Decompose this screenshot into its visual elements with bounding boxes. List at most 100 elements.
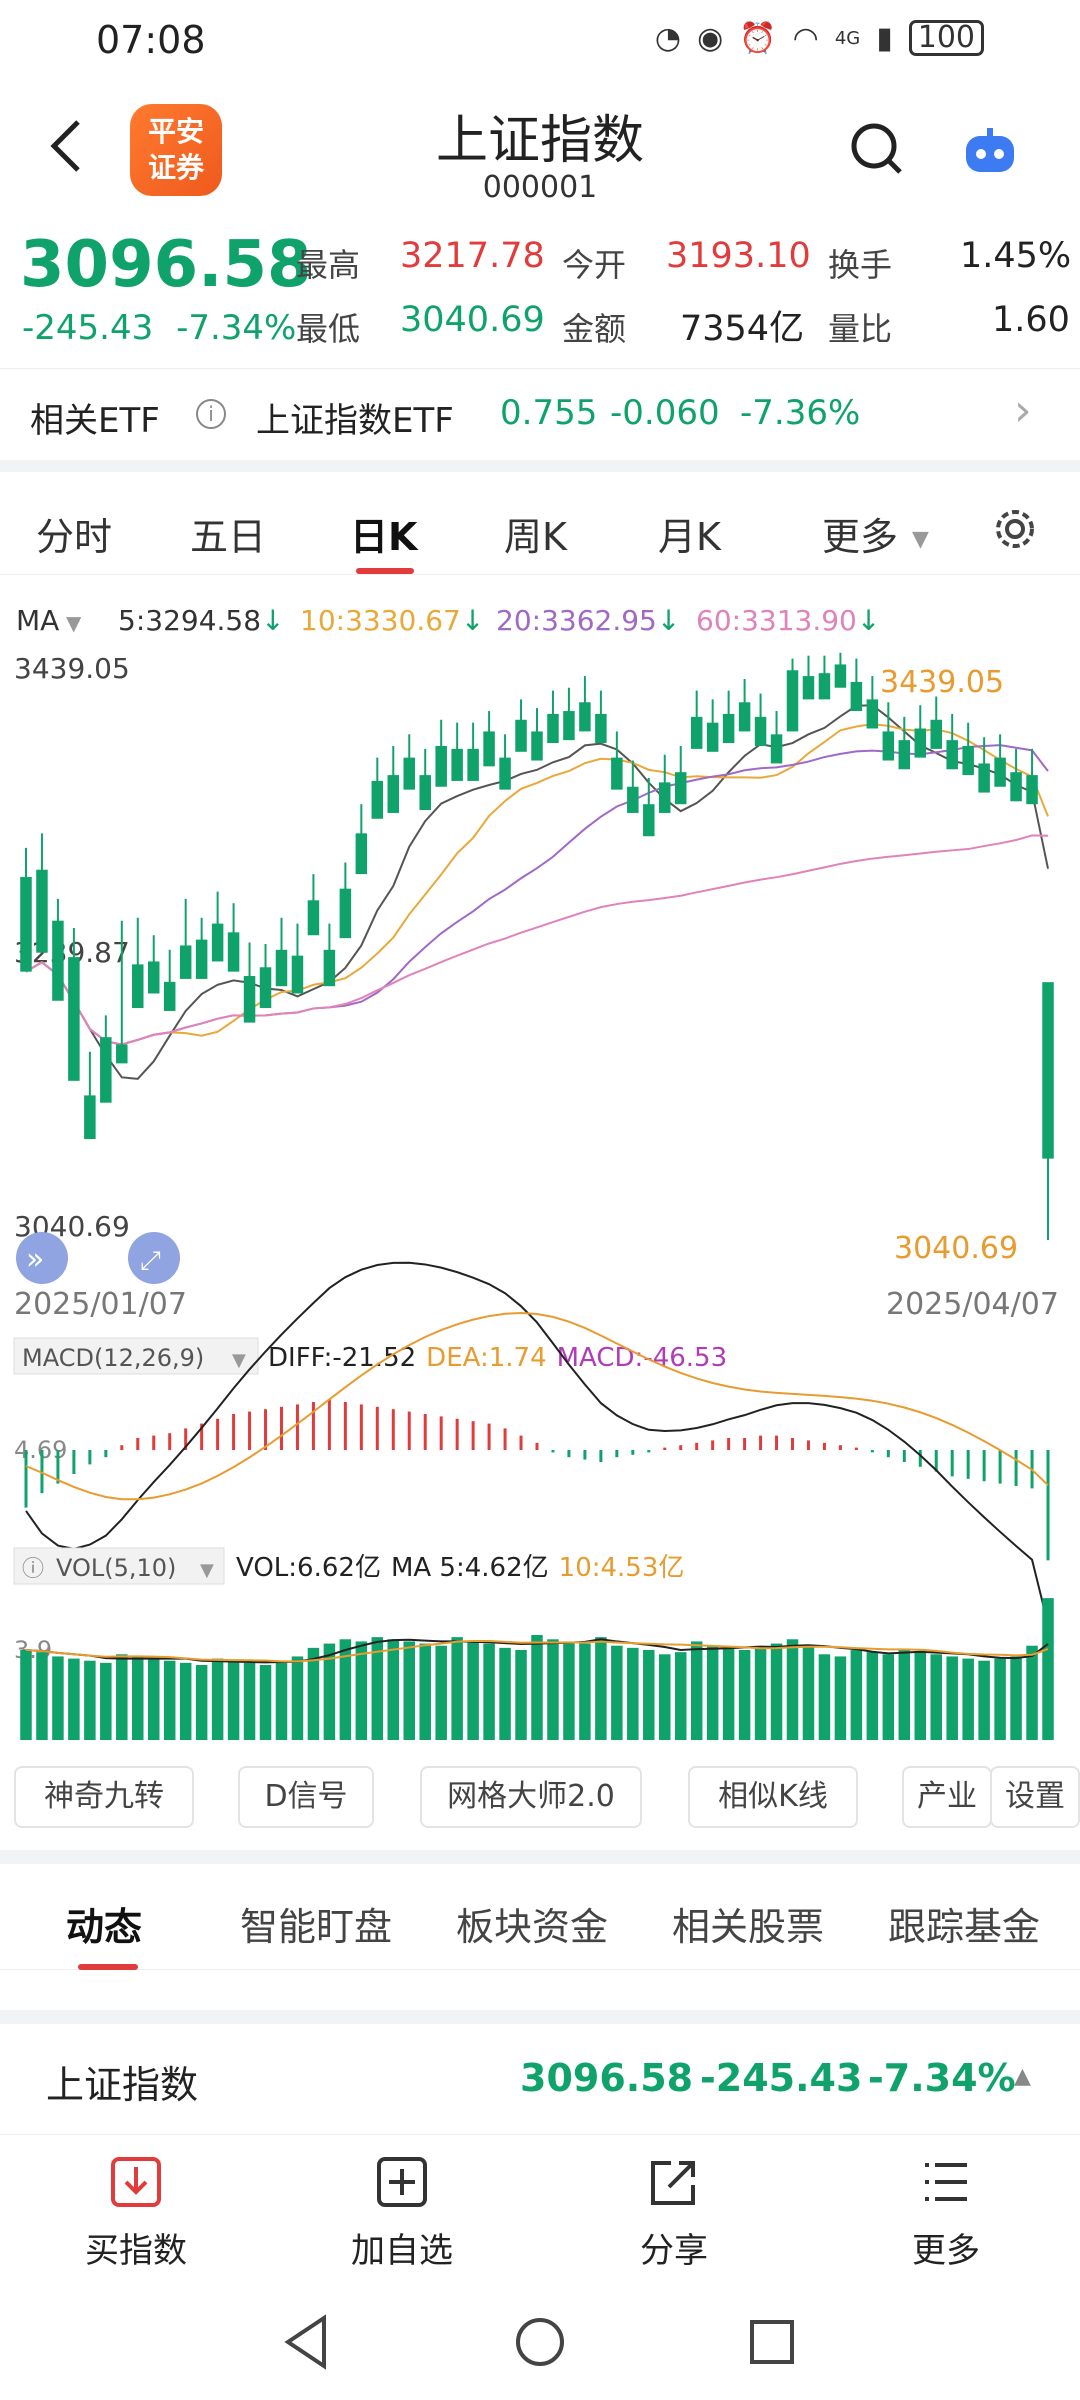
candle (914, 705, 927, 758)
candle-body (595, 713, 607, 744)
ma-lines (25, 704, 1049, 1080)
related-etf-row[interactable]: 相关ETF i 上证指数ETF 0.755 -0.060 -7.36% › (0, 368, 1080, 460)
candle (547, 690, 559, 744)
tab-tracking-funds[interactable]: 跟踪基金 (888, 1905, 1041, 1949)
candle (611, 731, 623, 790)
candle-body (946, 740, 958, 770)
tab-more[interactable]: 更多 ▼ (822, 506, 929, 561)
open-label: 今开 (562, 246, 627, 284)
candle (419, 748, 431, 811)
tab-weekly-k[interactable]: 周K (504, 515, 567, 559)
candle-body (1026, 775, 1038, 805)
volume-bar (674, 1652, 687, 1740)
ma5-period: 5 (118, 604, 136, 637)
volume-bar (978, 1660, 990, 1740)
vol-ma10-label: 10: (559, 1553, 601, 1583)
ticker-row[interactable]: 上证指数 3096.58 -245.43 -7.34% ▲ (0, 2026, 1080, 2130)
page-title: 上证指数 (435, 111, 644, 171)
candle-body (195, 939, 208, 979)
volume-bar (451, 1637, 463, 1740)
candle-body (770, 734, 783, 764)
tab-related-stocks[interactable]: 相关股票 (672, 1905, 825, 1949)
share-button[interactable]: 分享 (594, 2155, 754, 2272)
chart-settings-button[interactable] (992, 506, 1038, 552)
industry-button[interactable]: 产业 (902, 1766, 992, 1828)
candle-body (659, 782, 671, 813)
d-signal-button[interactable]: D信号 (238, 1766, 374, 1828)
buy-index-label: 买指数 (85, 2231, 187, 2271)
candle-body (163, 981, 176, 1011)
candle-body (738, 702, 751, 732)
assistant-button[interactable] (960, 126, 1020, 178)
grid-master-button[interactable]: 网格大师2.0 (420, 1766, 642, 1828)
candle (994, 734, 1006, 787)
candle (339, 862, 352, 939)
candle (179, 898, 192, 979)
tab-five-day[interactable]: 五日 (190, 515, 267, 559)
similar-kline-button[interactable]: 相似K线 (688, 1766, 858, 1828)
candle-body (978, 763, 990, 793)
candle (84, 1051, 96, 1140)
add-watchlist-button[interactable]: 加自选 (322, 2155, 482, 2272)
search-button[interactable] (848, 120, 904, 176)
settings-button[interactable]: 设置 (990, 1766, 1080, 1828)
high-value: 3217.78 (400, 236, 545, 276)
candle (1010, 748, 1022, 802)
volume-ratio-value: 1.60 (992, 300, 1070, 340)
eye-icon: ◉ (697, 20, 724, 56)
tab-intraday[interactable]: 分时 (36, 515, 113, 559)
vol-selector[interactable] (13, 1547, 225, 1585)
tab-daily-k[interactable]: 日K (350, 515, 418, 559)
volume-bar (163, 1660, 176, 1740)
candle-body (930, 719, 942, 749)
buy-index-button[interactable]: 买指数 (56, 2155, 216, 2272)
candle (499, 734, 511, 790)
caret-up-icon: ▲ (1014, 2064, 1031, 2089)
volume-bar (611, 1645, 623, 1740)
nav-home-icon[interactable] (508, 2310, 572, 2374)
etf-name: 上证指数ETF (256, 401, 454, 441)
fullscreen-button[interactable]: ⤢ (128, 1232, 180, 1284)
period-tabs: 分时 五日 日K 周K 月K 更多 ▼ (0, 480, 1080, 575)
candle (259, 943, 272, 1009)
tab-monthly-k[interactable]: 月K (658, 515, 721, 559)
volume-bar (116, 1654, 128, 1740)
ma5-value: 3294.58 (145, 604, 261, 637)
more-label: 更多 (912, 2231, 980, 2271)
status-bar: 07:08 ◔ ◉ ⏰ ◠ 4G ▮ 100 (0, 0, 1080, 80)
macd-selector[interactable] (13, 1337, 259, 1375)
price-change: -245.43 -7.34% (22, 308, 296, 348)
candle (627, 760, 639, 813)
back-button[interactable] (46, 116, 94, 176)
status-icons: ◔ ◉ ⏰ ◠ 4G ▮ 100 (655, 20, 984, 56)
candle (20, 847, 32, 972)
more-button[interactable]: 更多 (866, 2155, 1026, 2272)
candle-body (579, 702, 591, 732)
ma-dropdown-icon[interactable]: ▼ (66, 611, 82, 635)
gear-icon (996, 510, 1034, 548)
nine-turn-button[interactable]: 神奇九转 (14, 1766, 194, 1828)
volume-bar (132, 1656, 144, 1740)
tab-smart-watch[interactable]: 智能盯盘 (240, 1905, 393, 1949)
tab-sector-funds[interactable]: 板块资金 (456, 1905, 609, 1949)
low-value: 3040.69 (400, 300, 545, 340)
volume-bar (1042, 1598, 1054, 1740)
volume-bar (962, 1658, 974, 1740)
kline-chart[interactable]: MA ▼ 5:3294.58↓ 10:3330.67↓ 20:3362.95↓ … (0, 590, 1080, 1760)
candle (403, 734, 415, 790)
vol-values: VOL:6.62亿 MA 5:4.62亿 10:4.53亿 (236, 1553, 684, 1583)
info-icon[interactable]: i (196, 399, 226, 429)
candle (435, 719, 447, 787)
candle-body (499, 757, 511, 790)
volume-bar (499, 1647, 511, 1740)
expand-button[interactable]: » (16, 1232, 68, 1284)
volume-bar (547, 1639, 559, 1740)
wifi-icon: ◠ (792, 20, 819, 56)
tab-news[interactable]: 动态 (66, 1905, 143, 1949)
nav-recents-icon[interactable] (740, 2310, 804, 2374)
candle (323, 923, 336, 987)
change-percent: -7.34% (176, 308, 297, 348)
volume-bar (563, 1641, 575, 1740)
broker-logo: 平安 证券 (130, 104, 222, 196)
nav-back-icon[interactable] (276, 2310, 340, 2374)
